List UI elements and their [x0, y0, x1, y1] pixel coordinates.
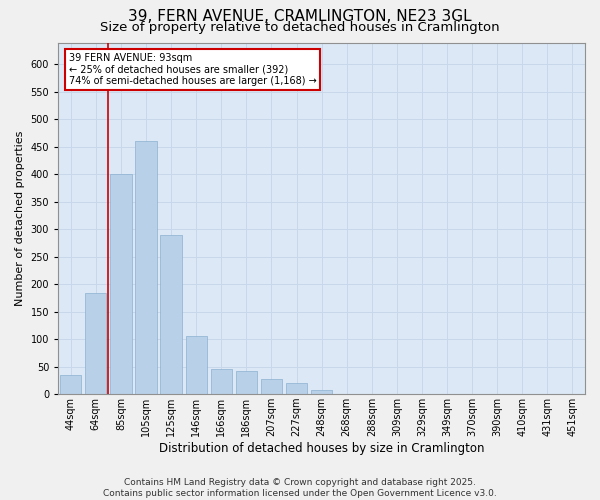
Bar — [110, 174, 131, 394]
Bar — [185, 336, 207, 394]
X-axis label: Distribution of detached houses by size in Cramlington: Distribution of detached houses by size … — [159, 442, 484, 455]
Bar — [60, 375, 82, 394]
Bar — [261, 380, 282, 394]
Text: Size of property relative to detached houses in Cramlington: Size of property relative to detached ho… — [100, 21, 500, 34]
Bar — [236, 370, 257, 394]
Text: 39 FERN AVENUE: 93sqm
← 25% of detached houses are smaller (392)
74% of semi-det: 39 FERN AVENUE: 93sqm ← 25% of detached … — [69, 53, 316, 86]
Bar — [85, 292, 106, 394]
Bar — [136, 142, 157, 394]
Bar — [160, 235, 182, 394]
Bar — [311, 390, 332, 394]
Bar — [211, 370, 232, 394]
Text: Contains HM Land Registry data © Crown copyright and database right 2025.
Contai: Contains HM Land Registry data © Crown c… — [103, 478, 497, 498]
Bar — [286, 383, 307, 394]
Y-axis label: Number of detached properties: Number of detached properties — [15, 130, 25, 306]
Text: 39, FERN AVENUE, CRAMLINGTON, NE23 3GL: 39, FERN AVENUE, CRAMLINGTON, NE23 3GL — [128, 9, 472, 24]
